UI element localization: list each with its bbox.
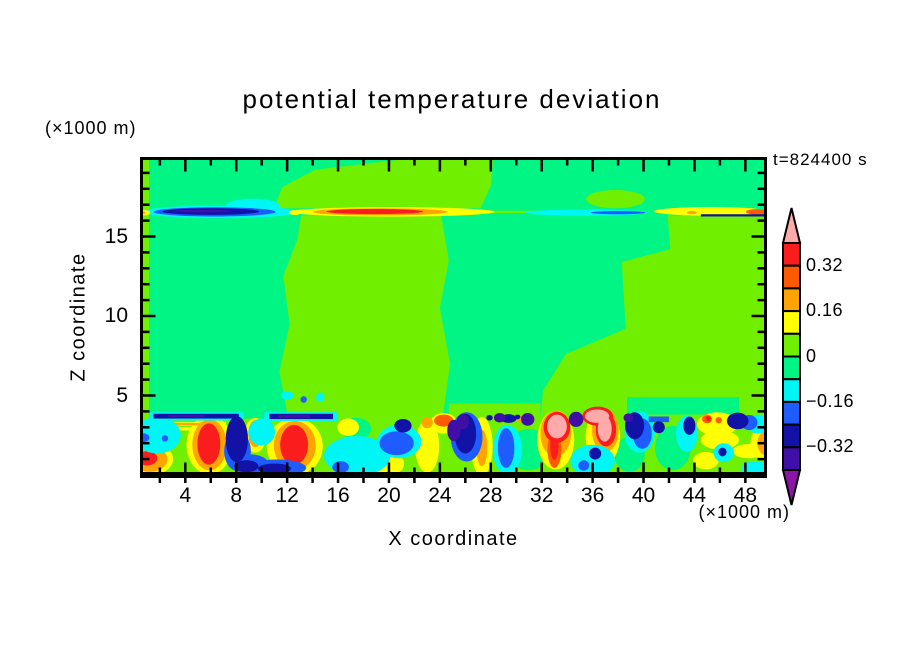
contour-plot [140, 157, 767, 483]
x-tick-label: 16 [326, 484, 350, 507]
x-tick-label: 8 [230, 484, 243, 507]
colorbar-label: 0 [806, 345, 817, 366]
colorbar-label: 0.16 [806, 300, 844, 321]
x-axis-unit: (×1000 m) [698, 502, 790, 522]
y-axis-unit: (×1000 m) [45, 118, 137, 138]
x-tick-label: 28 [479, 484, 503, 507]
colorbar-label: −0.32 [806, 436, 855, 457]
colorbar-label: 0.32 [806, 254, 844, 275]
y-tick-label: 10 [104, 304, 128, 327]
x-tick-label: 36 [580, 484, 605, 507]
x-tick-label: 40 [631, 484, 656, 507]
y-tick-label: 15 [104, 224, 128, 248]
colorbar-label: −0.16 [806, 390, 855, 411]
x-tick-label: 24 [428, 484, 452, 507]
x-tick-label: 4 [179, 484, 192, 507]
colorbar [781, 207, 802, 506]
x-tick-label: 20 [377, 484, 401, 507]
x-tick-label: 12 [275, 484, 299, 507]
x-axis-title: X coordinate [388, 528, 519, 550]
x-tick-label: 32 [530, 484, 554, 507]
x-tick-label: 48 [733, 484, 758, 507]
y-tick-label: 5 [116, 383, 128, 407]
x-tick-label: 44 [682, 484, 707, 507]
time-stamp: t=824400 s [773, 150, 868, 169]
plot-title: potential temperature deviation [242, 84, 662, 114]
